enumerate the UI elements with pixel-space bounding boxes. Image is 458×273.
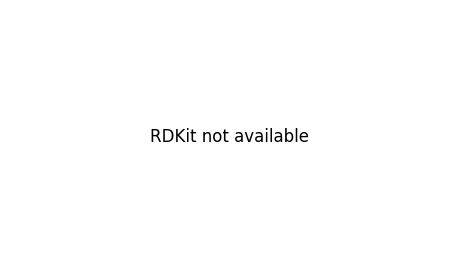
Text: RDKit not available: RDKit not available: [149, 127, 309, 146]
